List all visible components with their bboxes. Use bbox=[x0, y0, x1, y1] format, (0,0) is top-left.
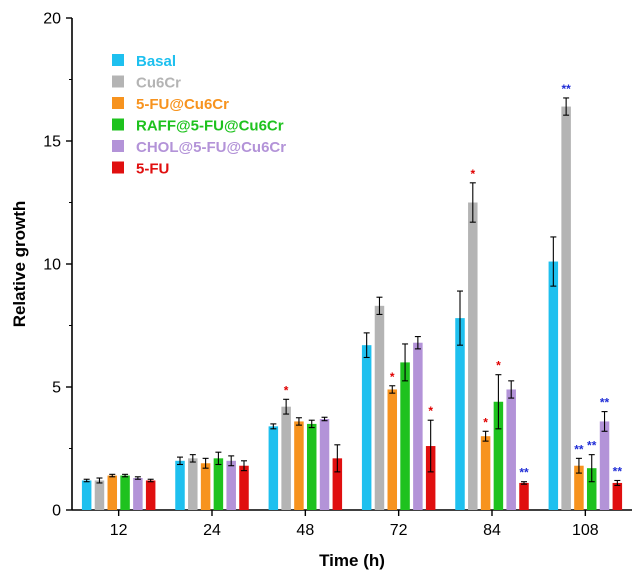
bar bbox=[400, 362, 410, 510]
significance-marker: * bbox=[390, 370, 395, 384]
significance-marker: ** bbox=[574, 442, 584, 456]
bar bbox=[468, 202, 478, 510]
legend-swatch bbox=[112, 97, 124, 109]
bar bbox=[226, 460, 236, 510]
bar bbox=[133, 478, 143, 510]
legend-label: RAFF@5-FU@Cu6Cr bbox=[136, 118, 284, 135]
bar bbox=[506, 389, 516, 510]
significance-marker: ** bbox=[519, 466, 529, 480]
legend-swatch bbox=[112, 54, 124, 66]
bar bbox=[188, 458, 198, 510]
legend-swatch bbox=[112, 118, 124, 131]
bar bbox=[361, 345, 372, 510]
y-tick-label: 20 bbox=[43, 11, 61, 28]
bar bbox=[120, 475, 130, 510]
bar bbox=[374, 305, 385, 510]
y-tick-label: 15 bbox=[43, 134, 61, 151]
legend-label: 5-FU@Cu6Cr bbox=[136, 96, 229, 113]
legend-label: Cu6Cr bbox=[136, 75, 181, 92]
bar bbox=[493, 401, 504, 510]
bar bbox=[213, 458, 224, 510]
bar bbox=[599, 421, 610, 510]
significance-marker: ** bbox=[600, 396, 610, 410]
x-tick-label: 84 bbox=[483, 522, 501, 539]
legend-label: CHOL@5-FU@Cu6Cr bbox=[136, 139, 286, 156]
bar bbox=[387, 389, 398, 510]
significance-marker: ** bbox=[561, 82, 571, 96]
bar bbox=[548, 261, 559, 510]
bar bbox=[319, 418, 330, 510]
legend-swatch bbox=[112, 161, 124, 174]
y-tick-label: 5 bbox=[52, 380, 61, 397]
significance-marker: ** bbox=[613, 464, 623, 478]
significance-marker: * bbox=[284, 383, 289, 397]
y-tick-label: 10 bbox=[43, 257, 61, 274]
x-tick-label: 72 bbox=[390, 522, 408, 539]
bar bbox=[107, 475, 118, 510]
x-tick-label: 24 bbox=[203, 522, 221, 539]
bar bbox=[519, 482, 529, 510]
x-tick-label: 108 bbox=[572, 522, 599, 539]
legend-swatch bbox=[112, 140, 124, 152]
legend-label: 5-FU bbox=[136, 161, 169, 178]
significance-marker: * bbox=[483, 415, 488, 429]
y-tick-label: 0 bbox=[52, 503, 61, 520]
y-axis-title: Relative growth bbox=[10, 201, 29, 328]
significance-marker: * bbox=[470, 167, 475, 181]
bar bbox=[332, 458, 343, 510]
x-axis-title: Time (h) bbox=[319, 551, 385, 570]
bar bbox=[413, 342, 423, 510]
bar bbox=[612, 482, 623, 510]
bar bbox=[81, 480, 92, 510]
legend: Basal Cu6Cr 5-FU@Cu6Cr RAFF@5-FU@Cu6Cr CHOL@… bbox=[112, 53, 286, 178]
bar bbox=[574, 465, 584, 510]
bar bbox=[425, 446, 436, 510]
bar bbox=[268, 426, 279, 510]
bar bbox=[455, 318, 465, 510]
bar bbox=[561, 106, 571, 510]
bar bbox=[175, 460, 185, 510]
bar bbox=[200, 463, 211, 510]
legend-swatch bbox=[112, 75, 124, 88]
legend-label: Basal bbox=[136, 53, 176, 70]
bar bbox=[586, 468, 597, 510]
bar bbox=[94, 480, 105, 510]
bar bbox=[239, 465, 249, 510]
x-tick-label: 48 bbox=[296, 522, 314, 539]
bar bbox=[281, 406, 291, 510]
significance-marker: * bbox=[428, 404, 433, 418]
bar bbox=[306, 423, 317, 510]
bar bbox=[480, 436, 491, 510]
significance-marker: ** bbox=[587, 439, 597, 453]
bar bbox=[294, 421, 304, 510]
bar bbox=[145, 480, 156, 510]
x-tick-label: 12 bbox=[110, 522, 128, 539]
significance-marker: * bbox=[496, 359, 501, 373]
